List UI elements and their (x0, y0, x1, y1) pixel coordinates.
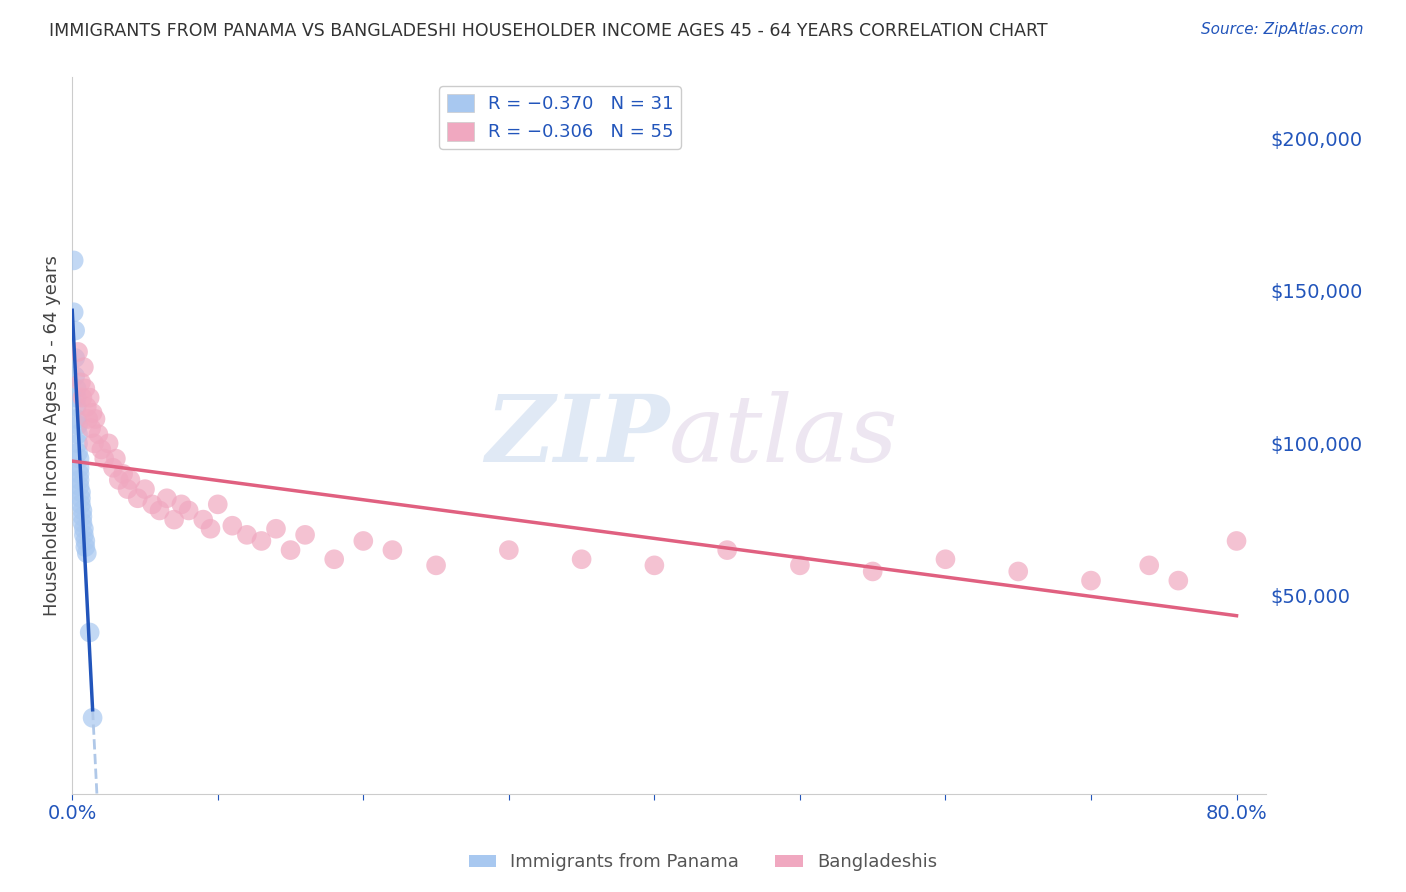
Point (84, 412, 107, 426)
Point (67, 344, 90, 359)
Point (87, 427, 110, 442)
Point (77, 412, 100, 426)
Point (73, 528, 96, 542)
Point (104, 451, 127, 466)
Point (177, 503, 200, 517)
Point (76, 546, 98, 560)
Point (69, 473, 91, 487)
Text: IMMIGRANTS FROM PANAMA VS BANGLADESHI HOUSEHOLDER INCOME AGES 45 - 64 YEARS CORR: IMMIGRANTS FROM PANAMA VS BANGLADESHI HO… (49, 22, 1047, 40)
Point (134, 482, 156, 496)
Point (83, 436, 105, 450)
Point (716, 543, 738, 558)
Point (862, 565, 884, 579)
Point (82, 406, 104, 420)
Point (63, 324, 86, 338)
Point (72, 503, 94, 517)
Point (72, 516, 94, 530)
Point (93, 451, 115, 466)
Point (323, 552, 346, 566)
Point (72, 509, 94, 524)
Point (70, 485, 93, 500)
Point (62, 253, 84, 268)
Text: atlas: atlas (669, 391, 898, 481)
Point (72, 391, 94, 405)
Point (1167, 574, 1189, 588)
Text: ZIP: ZIP (485, 391, 669, 481)
Point (193, 513, 215, 527)
Point (1007, 565, 1029, 579)
Point (156, 491, 179, 506)
Point (69, 467, 91, 481)
Point (65, 400, 87, 414)
Point (789, 558, 811, 573)
Point (280, 543, 302, 558)
Point (221, 518, 243, 533)
Legend: R = −0.370   N = 31, R = −0.306   N = 55: R = −0.370 N = 31, R = −0.306 N = 55 (439, 87, 681, 149)
Point (294, 528, 316, 542)
Point (67, 427, 90, 442)
Y-axis label: Householder Income Ages 45 - 64 years: Householder Income Ages 45 - 64 years (44, 255, 60, 616)
Point (65, 382, 87, 396)
Point (250, 533, 273, 548)
Point (352, 533, 374, 548)
Point (69, 451, 91, 466)
Point (67, 436, 90, 450)
Point (381, 543, 404, 558)
Point (90, 442, 112, 457)
Point (120, 473, 142, 487)
Point (63, 351, 86, 365)
Point (69, 460, 91, 475)
Point (148, 503, 170, 517)
Point (101, 460, 124, 475)
Point (75, 540, 97, 554)
Point (236, 528, 259, 542)
Point (79, 625, 101, 640)
Point (76, 400, 98, 414)
Point (75, 533, 97, 548)
Point (70, 376, 93, 390)
Point (1080, 574, 1102, 588)
Point (498, 543, 520, 558)
Point (82, 711, 104, 725)
Text: Source: ZipAtlas.com: Source: ZipAtlas.com (1201, 22, 1364, 37)
Point (107, 473, 129, 487)
Point (97, 436, 120, 450)
Point (127, 491, 149, 506)
Point (170, 497, 193, 511)
Point (934, 552, 956, 566)
Point (62, 305, 84, 319)
Point (207, 497, 229, 511)
Point (65, 391, 87, 405)
Point (73, 360, 96, 375)
Point (1225, 533, 1247, 548)
Point (67, 445, 90, 459)
Point (200, 522, 222, 536)
Point (80, 421, 103, 435)
Point (141, 497, 163, 511)
Point (65, 412, 87, 426)
Point (112, 467, 135, 481)
Point (163, 513, 186, 527)
Point (571, 552, 593, 566)
Point (425, 558, 447, 573)
Point (70, 497, 93, 511)
Point (264, 522, 287, 536)
Point (69, 479, 91, 493)
Point (117, 482, 139, 496)
Point (73, 522, 96, 536)
Point (79, 391, 101, 405)
Point (75, 382, 97, 396)
Point (643, 558, 665, 573)
Point (70, 491, 93, 506)
Legend: Immigrants from Panama, Bangladeshis: Immigrants from Panama, Bangladeshis (461, 847, 945, 879)
Point (1137, 558, 1160, 573)
Point (67, 418, 90, 433)
Point (63, 369, 86, 384)
